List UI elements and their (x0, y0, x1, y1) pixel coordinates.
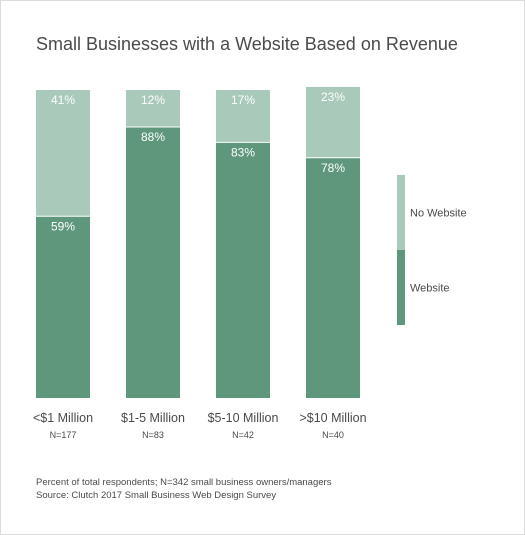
category-labels: <$1 Million N=177 $1-5 Million N=83 $5-10 Mi… (33, 411, 367, 440)
category-label-1: <$1 Million (33, 411, 93, 425)
data-label-no-website-4: 23% (321, 90, 345, 104)
legend-swatch-website (397, 250, 405, 325)
legend-label-website: Website (410, 283, 450, 295)
data-label-no-website-2: 12% (141, 93, 165, 107)
bar-website-1 (36, 216, 90, 398)
sample-size-label-3: N=42 (232, 430, 254, 440)
category-label-4: >$10 Million (299, 411, 366, 425)
bar-no-website-1 (36, 90, 90, 217)
bar-no-website-2 (126, 90, 180, 127)
data-label-no-website-1: 41% (51, 93, 75, 107)
bar-no-website-3 (216, 90, 270, 143)
category-label-3: $5-10 Million (208, 411, 279, 425)
data-label-no-website-3: 17% (231, 93, 255, 107)
bar-no-website-4 (306, 86, 360, 158)
data-label-website-3: 83% (231, 145, 255, 159)
legend-swatch-no-website (397, 175, 405, 250)
legend-label-no-website: No Website (410, 208, 467, 220)
category-label-2: $1-5 Million (121, 411, 185, 425)
chart-title: Small Businesses with a Website Based on… (36, 34, 458, 54)
sample-size-label-4: N=40 (322, 430, 344, 440)
bar-website-2 (126, 126, 180, 399)
data-label-website-2: 88% (141, 130, 165, 144)
data-label-website-4: 78% (321, 161, 345, 175)
bar-website-4 (306, 157, 360, 398)
sample-size-label-1: N=177 (50, 430, 77, 440)
footnote-source: Source: Clutch 2017 Small Business Web D… (36, 490, 277, 501)
data-label-website-1: 59% (51, 219, 75, 233)
footnote-respondents: Percent of total respondents; N=342 smal… (36, 477, 332, 488)
legend: No Website Website (397, 175, 467, 325)
bar-website-3 (216, 142, 270, 398)
bars-group: 59% 41% 88% 12% 83% 17% 78% 23% (36, 86, 360, 399)
sample-size-label-2: N=83 (142, 430, 164, 440)
